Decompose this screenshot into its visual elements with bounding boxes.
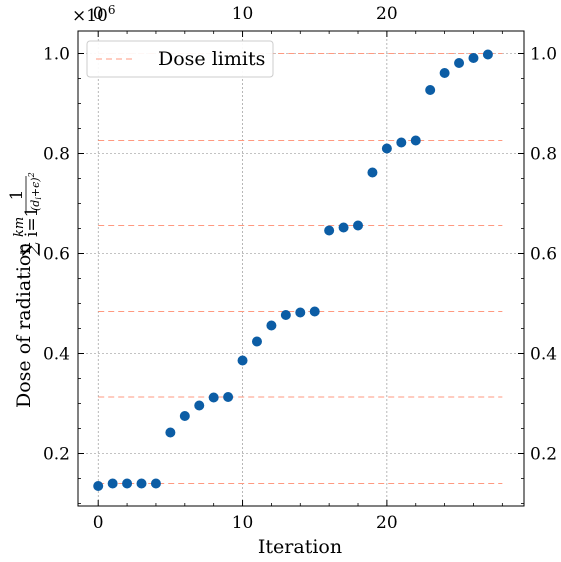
data-point — [468, 53, 479, 63]
data-point — [295, 307, 306, 318]
x-tick-label: 10 — [232, 513, 254, 533]
data-point — [309, 306, 320, 317]
data-point — [107, 478, 118, 489]
y-tick-label-right: 0.6 — [530, 245, 557, 265]
y-axis-label-text: Dose of radiation — [13, 242, 35, 408]
data-point — [353, 220, 364, 231]
plot-frame — [77, 30, 525, 507]
data-point — [208, 392, 219, 403]
data-point — [165, 427, 176, 438]
data-point — [194, 400, 205, 411]
y-axis-frac-numerator: 1 — [7, 190, 27, 201]
svg-text:×106: ×106 — [72, 3, 116, 26]
data-point — [338, 222, 349, 233]
y-tick-label: 0.2 — [43, 445, 70, 465]
axes-frame — [77, 30, 525, 507]
scale-label: ×106 — [72, 3, 116, 26]
data-point — [223, 392, 234, 402]
y-tick-label-right: 0.4 — [530, 345, 557, 365]
data-point — [150, 478, 161, 489]
data-point — [179, 411, 190, 421]
y-tick-label-right: 0.8 — [530, 145, 557, 165]
y-axis-label: Dose of radiation ∑ km i=1 1 (di+ϵ)2 — [7, 172, 43, 408]
y-tick-label-right: 1.0 — [530, 45, 557, 65]
y-tick-label-right: 0.2 — [530, 445, 557, 465]
y-axis-sum-lower: i=1 — [22, 207, 42, 238]
x-tick-label-top: 20 — [376, 4, 398, 24]
y-tick-label: 0.6 — [43, 245, 70, 265]
tick-labels: 0 0 10 10 20 20 0.2 0.2 0.4 0.4 0.6 0.6 0.8 0.8 1.0 1.0 — [43, 4, 557, 533]
x-tick-label: 20 — [376, 513, 398, 533]
data-point — [425, 85, 436, 95]
axis-ticks — [78, 31, 524, 506]
y-tick-label: 0.4 — [43, 345, 70, 365]
data-point — [251, 336, 262, 347]
x-tick-label-top: 0 — [93, 4, 104, 24]
data-point — [396, 137, 407, 148]
data-point — [266, 320, 277, 331]
data-points — [93, 49, 493, 491]
data-point — [410, 135, 421, 146]
legend: Dose limits — [86, 40, 274, 78]
dose-limit-lines — [98, 53, 503, 484]
data-point — [324, 225, 335, 236]
scale-base: ×10 — [72, 6, 108, 26]
y-axis-sum-upper: km — [12, 217, 27, 237]
scale-exponent: 6 — [108, 3, 116, 17]
data-point — [237, 355, 248, 366]
y-axis-frac-denominator: (di+ϵ)2 — [27, 172, 43, 211]
x-axis-label: Iteration — [258, 536, 342, 558]
data-point — [280, 310, 291, 320]
legend-dose-limits-label: Dose limits — [158, 48, 265, 70]
y-tick-label: 1.0 — [43, 45, 70, 65]
legend-box — [86, 40, 274, 78]
x-tick-label-top: 10 — [232, 4, 254, 24]
data-point — [367, 167, 378, 178]
y-tick-label: 0.8 — [43, 145, 70, 165]
data-point — [136, 478, 147, 489]
data-point — [439, 68, 450, 78]
data-point — [93, 481, 104, 491]
data-point — [381, 143, 392, 154]
data-point — [122, 478, 133, 489]
y-axis-sum-symbol: ∑ — [19, 242, 41, 256]
data-point — [482, 49, 493, 60]
data-point — [454, 58, 465, 68]
x-tick-label: 0 — [93, 513, 104, 533]
grid — [78, 31, 524, 506]
